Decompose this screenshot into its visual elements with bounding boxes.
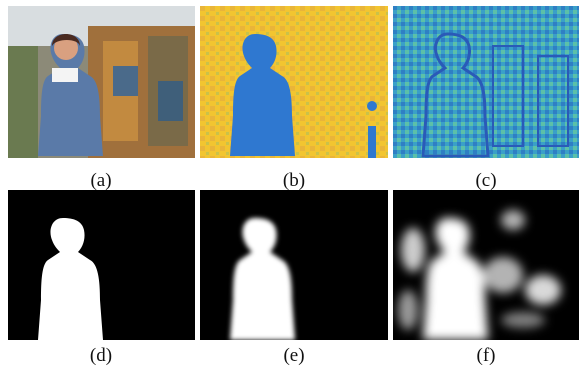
panel-f-image (393, 190, 579, 340)
figure: (a) (b) (c) (d) (e) (f) (0, 0, 579, 368)
panel-c-image (393, 6, 579, 158)
panel-d-image (8, 190, 195, 340)
panel-label: (d) (90, 345, 112, 366)
panel-e-image (200, 190, 388, 340)
panel-label: (a) (90, 170, 111, 191)
panel-b-image (200, 6, 388, 158)
panel-label: (e) (283, 345, 304, 366)
panel-label: (f) (477, 345, 496, 366)
panel-label: (b) (283, 170, 305, 191)
panel-label: (c) (475, 170, 496, 191)
panel-a-image (8, 6, 195, 158)
